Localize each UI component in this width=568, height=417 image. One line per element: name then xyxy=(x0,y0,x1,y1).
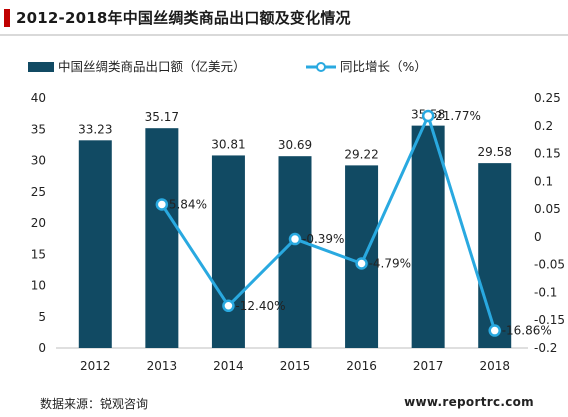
bar xyxy=(211,155,245,348)
y-right-tick-label: 0.1 xyxy=(534,174,553,188)
bar-value-label: 29.58 xyxy=(478,145,512,159)
y-right-tick-label: -0.05 xyxy=(534,258,565,272)
website-text: www.reportrc.com xyxy=(404,395,534,409)
y-right-tick-label: 0.25 xyxy=(534,91,561,105)
bar xyxy=(411,125,445,348)
chart-title: 2012-2018年中国丝绸类商品出口额及变化情况 xyxy=(16,9,351,27)
y-left-tick-label: 15 xyxy=(31,247,46,261)
growth-point xyxy=(488,324,501,337)
y-right-tick-label: -0.1 xyxy=(534,285,557,299)
growth-point xyxy=(421,109,435,123)
x-tick-label: 2012 xyxy=(80,359,111,373)
y-right-tick-label: 0.15 xyxy=(534,147,561,161)
y-right-tick-label: 0.2 xyxy=(534,119,553,133)
legend-line-label: 同比增长（%） xyxy=(340,59,427,74)
legend-bar-swatch xyxy=(28,62,54,72)
y-right-tick-label: -0.2 xyxy=(534,341,557,355)
y-left-tick-label: 0 xyxy=(38,341,46,355)
y-left-tick-label: 35 xyxy=(31,122,46,136)
y-left-tick-label: 20 xyxy=(31,216,46,230)
legend-line-marker xyxy=(316,62,326,72)
y-left-tick-label: 40 xyxy=(31,91,46,105)
growth-value-label: 21.77% xyxy=(435,109,481,123)
title-divider xyxy=(0,34,568,36)
y-left-tick-label: 30 xyxy=(31,154,46,168)
y-left-tick-label: 5 xyxy=(38,310,46,324)
y-right-tick-label: 0 xyxy=(534,230,542,244)
growth-point xyxy=(155,198,169,211)
growth-value-label: 5.84% xyxy=(169,197,207,211)
x-tick-label: 2014 xyxy=(213,359,244,373)
title-bar: 2012-2018年中国丝绸类商品出口额及变化情况 xyxy=(0,0,568,34)
source-note: 数据来源：锐观咨询 xyxy=(40,397,149,411)
x-tick-label: 2016 xyxy=(346,359,377,373)
x-tick-label: 2018 xyxy=(479,359,510,373)
y-left-tick-label: 10 xyxy=(31,279,46,293)
bar xyxy=(478,163,512,348)
combo-chart: 中国丝绸类商品出口额（亿美元） 同比增长（%） 0 5 10 15 20 25 30 35 40 -0… xyxy=(28,59,565,373)
bar xyxy=(145,128,179,348)
bar xyxy=(78,140,112,348)
y-left-tick-label: 25 xyxy=(31,185,46,199)
bar-value-label: 30.69 xyxy=(278,138,312,152)
legend-bar-label: 中国丝绸类商品出口额（亿美元） xyxy=(58,59,246,74)
growth-point xyxy=(288,232,302,246)
growth-value-label: -4.79% xyxy=(369,257,411,271)
x-tick-label: 2017 xyxy=(413,359,444,373)
growth-value-label: -0.39% xyxy=(302,232,344,246)
growth-line xyxy=(160,114,497,331)
bar-value-label: 33.23 xyxy=(78,122,112,136)
bar-value-label: 29.22 xyxy=(344,147,378,161)
growth-point xyxy=(355,257,368,270)
bar-value-label: 35.17 xyxy=(145,110,179,124)
bar xyxy=(345,165,379,348)
x-tick-label: 2013 xyxy=(147,359,178,373)
bar-value-label: 30.81 xyxy=(211,137,245,151)
y-right-tick-label: -0.15 xyxy=(534,313,565,327)
title-accent-bar xyxy=(4,9,10,27)
growth-value-label: -12.40% xyxy=(235,299,285,313)
y-right-tick-label: 0.05 xyxy=(534,202,561,216)
growth-value-label: -16.86% xyxy=(502,324,552,338)
x-tick-label: 2015 xyxy=(280,359,311,373)
growth-point xyxy=(222,299,235,313)
